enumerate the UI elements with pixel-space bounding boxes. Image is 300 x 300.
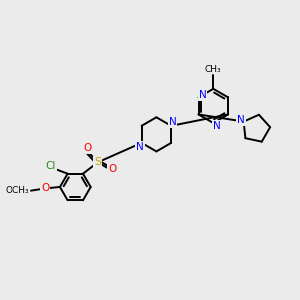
Text: N: N	[199, 90, 207, 100]
Text: O: O	[108, 164, 116, 174]
Text: O: O	[41, 183, 49, 194]
Text: OCH₃: OCH₃	[5, 186, 28, 195]
Text: N: N	[169, 117, 176, 128]
Text: Cl: Cl	[45, 161, 56, 171]
Text: N: N	[213, 121, 220, 131]
Text: S: S	[94, 157, 101, 167]
Text: N: N	[136, 142, 144, 152]
Text: O: O	[84, 143, 92, 153]
Text: CH₃: CH₃	[205, 65, 222, 74]
Text: N: N	[237, 115, 245, 125]
